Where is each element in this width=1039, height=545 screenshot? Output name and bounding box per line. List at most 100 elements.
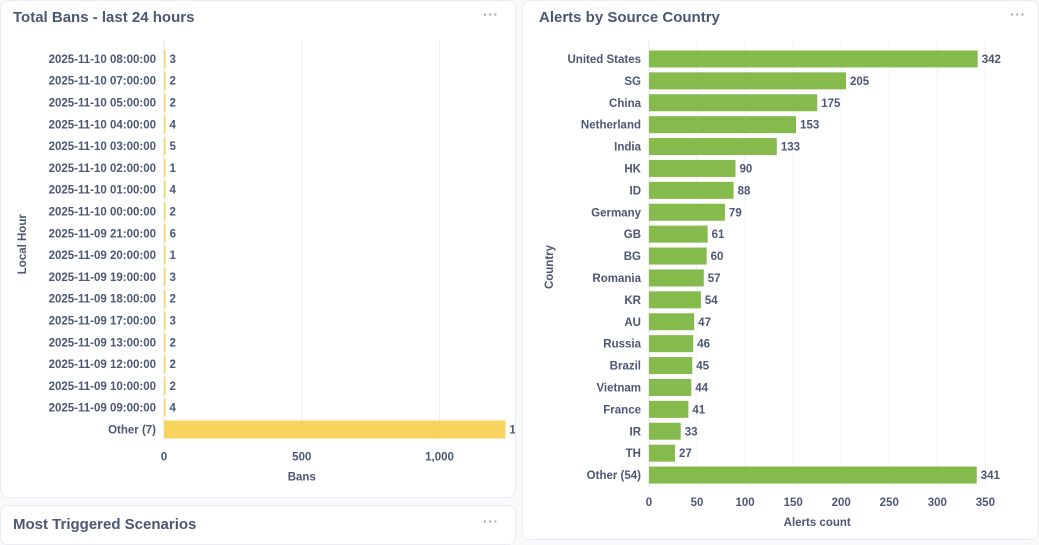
category-label: 2025-11-10 08:00:00: [49, 54, 156, 66]
category-label: France: [603, 404, 641, 416]
bar: [164, 267, 166, 286]
value-label: 61: [712, 229, 725, 241]
category-label: 2025-11-10 00:00:00: [49, 207, 156, 219]
bar: [649, 444, 675, 462]
bar: [164, 180, 166, 199]
bar: [649, 116, 797, 134]
bar: [649, 50, 978, 68]
bar: [164, 115, 166, 134]
bar: [164, 49, 166, 68]
value-label: 2: [170, 207, 176, 219]
bar: [164, 137, 166, 156]
value-label: 4: [170, 119, 177, 131]
x-tick-label: 250: [880, 497, 899, 509]
category-label: Other (54): [587, 470, 641, 482]
category-label: China: [609, 98, 642, 110]
value-label: 2: [170, 76, 176, 88]
category-label: HK: [624, 163, 641, 175]
x-tick-label: 0: [161, 451, 167, 463]
value-label: 4: [170, 403, 177, 415]
bar: [649, 400, 689, 418]
bar: [649, 72, 847, 90]
country-bar-chart: United States 342 SG 205 China 175 Netherland 1…: [544, 40, 1001, 529]
value-label: 46: [697, 339, 710, 351]
bar: [649, 181, 734, 199]
category-label: Russia: [603, 339, 641, 351]
category-label: Netherland: [581, 120, 641, 132]
bar: [649, 422, 681, 440]
bar: [164, 333, 166, 352]
category-label: 2025-11-09 09:00:00: [49, 403, 156, 415]
value-label: 341: [981, 470, 1001, 482]
more-options-icon[interactable]: ···: [483, 514, 499, 529]
value-label: 2: [170, 98, 176, 110]
value-label: 153: [800, 120, 819, 132]
category-label: KR: [624, 295, 641, 307]
x-tick-label: 300: [928, 497, 947, 509]
scenarios-card: Most Triggered Scenarios ···: [0, 505, 516, 545]
category-label: India: [614, 142, 641, 154]
value-label: 5: [170, 141, 177, 153]
category-label: 2025-11-09 17:00:00: [49, 316, 156, 328]
category-label: GB: [624, 229, 641, 241]
bar: [164, 289, 166, 308]
bar: [164, 355, 166, 374]
bar: [649, 378, 692, 396]
bar: [164, 93, 166, 112]
category-label: 2025-11-09 18:00:00: [49, 294, 156, 306]
value-label: 4: [170, 185, 177, 197]
value-label: 342: [982, 54, 1001, 66]
category-label: United States: [568, 54, 642, 66]
value-label: 88: [738, 185, 751, 197]
bar: [164, 376, 166, 395]
bar: [164, 246, 166, 265]
category-label: BG: [624, 251, 641, 263]
y-axis-title: Country: [544, 244, 556, 289]
bar: [164, 71, 166, 90]
value-label: 41: [692, 404, 705, 416]
value-label: 6: [170, 228, 176, 240]
bar: [164, 202, 166, 221]
value-label: 33: [685, 426, 698, 438]
category-label: 2025-11-09 21:00:00: [49, 228, 156, 240]
x-axis-title: Alerts count: [784, 517, 851, 529]
bar: [649, 357, 693, 375]
x-tick-label: 0: [646, 497, 652, 509]
value-label: 2: [170, 337, 176, 349]
bar: [649, 269, 704, 287]
category-label: 2025-11-09 10:00:00: [49, 381, 156, 393]
value-label: 57: [708, 273, 721, 285]
category-label: 2025-11-10 04:00:00: [49, 119, 156, 131]
category-label: Brazil: [610, 361, 641, 373]
value-label: 47: [698, 317, 711, 329]
value-label: 2: [170, 359, 176, 371]
value-label: 90: [740, 163, 753, 175]
more-options-icon[interactable]: ···: [483, 7, 499, 22]
x-tick-label: 50: [691, 497, 704, 509]
bar: [164, 398, 166, 417]
value-label: 45: [696, 361, 709, 373]
value-label: 3: [170, 316, 176, 328]
value-label: 205: [850, 76, 870, 88]
x-tick-label: 100: [736, 497, 755, 509]
value-label: 133: [781, 142, 800, 154]
bar: [164, 420, 506, 439]
x-tick-label: 1,000: [425, 451, 454, 463]
value-label: 3: [170, 54, 176, 66]
bans-bar-chart: 2025-11-10 08:00:00 3 2025-11-10 07:00:00 2…: [17, 40, 515, 483]
bar: [649, 466, 977, 484]
category-label: IR: [630, 426, 642, 438]
more-options-icon[interactable]: ···: [1010, 7, 1026, 22]
y-axis-title: Local Hour: [17, 214, 29, 275]
category-label: Other (7): [108, 425, 156, 437]
value-label: 3: [170, 272, 176, 284]
bans-card: Total Bans - last 24 hours ··· 2025-11-1…: [0, 0, 516, 498]
bar: [649, 225, 708, 243]
x-tick-label: 500: [292, 451, 311, 463]
category-label: Romania: [592, 273, 641, 285]
country-card-title: Alerts by Source Country: [539, 9, 720, 26]
bar: [649, 247, 707, 265]
category-label: 2025-11-10 07:00:00: [49, 76, 156, 88]
value-label: 54: [705, 295, 718, 307]
bar: [649, 291, 701, 309]
